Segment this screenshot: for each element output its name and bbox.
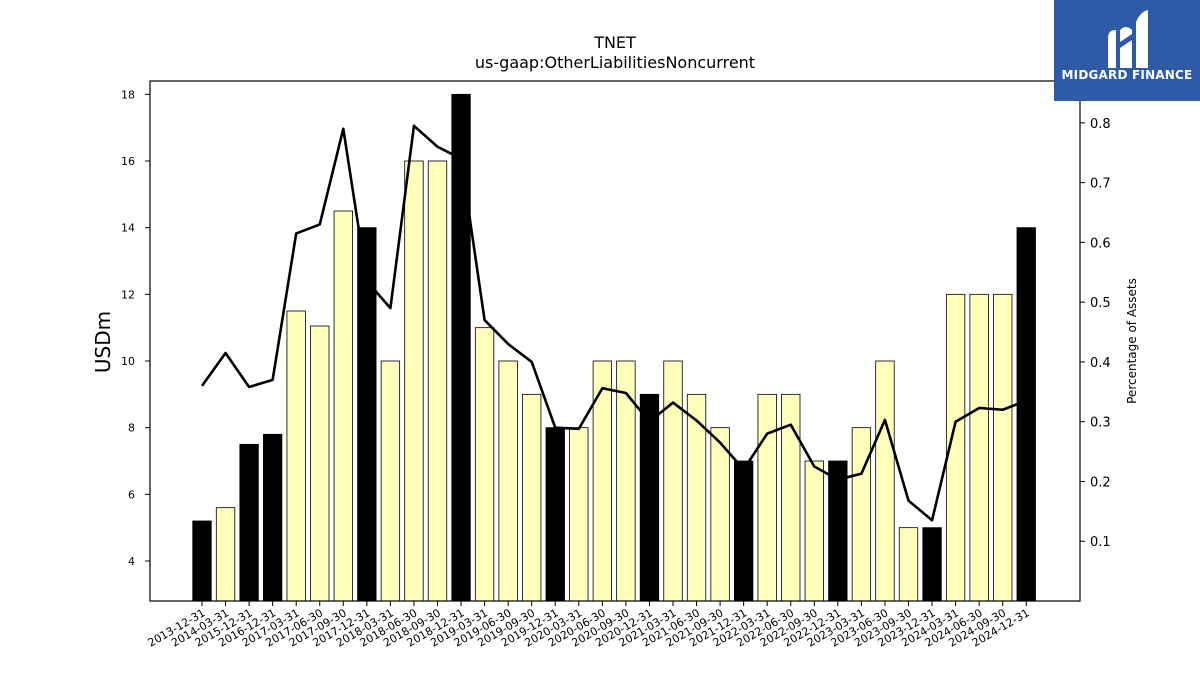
bar-2021-03-31 [663,360,683,602]
bar-2022-03-31 [757,393,777,602]
y2-tick-label: 0.4 [1090,356,1111,371]
midgard-finance-logo: MIDGARD FINANCE [1054,0,1200,101]
bar-2013-12-31 [192,520,212,602]
y-tick-label: 8 [128,422,135,435]
chart-title: TNET [593,33,636,52]
bar-2016-12-31 [262,433,283,602]
bar-2020-09-30 [616,360,636,602]
y2-tick-label: 0.3 [1090,416,1111,431]
bar-2020-12-31 [639,393,660,602]
y-tick-label: 18 [121,88,135,101]
y-tick-label: 6 [128,488,135,501]
bar-2019-03-31 [474,327,495,602]
bar-2022-09-30 [804,460,824,602]
bar-2018-06-30 [404,160,424,602]
y-tick-label: 12 [121,288,135,301]
bar-2018-03-31 [380,360,401,602]
plot-frame [149,80,1081,602]
y2-tick-label: 0.7 [1090,177,1111,192]
y-tick-label: 10 [121,355,135,368]
midgard-logo-icon [1108,10,1148,68]
bar-2017-09-30 [333,210,353,602]
bar-2019-12-31 [545,427,565,602]
bar-2024-06-30 [969,293,989,602]
y-tick-label: 16 [121,155,135,168]
bar-2023-03-31 [851,427,872,602]
y-tick-label: 4 [128,555,135,568]
bar-2019-06-30 [498,360,518,602]
bar-2018-09-30 [427,160,448,602]
chart-subtitle: us-gaap:OtherLiabilitiesNoncurrent [475,53,755,72]
bar-2023-06-30 [875,360,895,602]
y2-tick-label: 0.6 [1090,236,1111,251]
bar-2024-09-30 [993,293,1013,602]
y2-tick-label: 0.8 [1090,117,1111,132]
bar-2019-09-30 [522,393,542,602]
y-axis-label: USDm [91,311,115,373]
bar-2022-12-31 [828,460,848,602]
bar-2017-12-31 [357,227,377,602]
bar-2014-03-31 [215,507,236,602]
y-tick-label: 14 [121,222,135,235]
bar-2021-09-30 [710,427,730,602]
bar-2020-03-31 [569,427,589,602]
bar-2023-12-31 [922,527,942,602]
y2-axis-label: Percentage of Assets [1125,278,1139,404]
logo-text: MIDGARD FINANCE [1061,68,1193,82]
bar-2023-09-30 [898,527,919,602]
y2-tick-label: 0.1 [1090,535,1111,550]
bar-2015-12-31 [239,443,259,602]
bar-2024-12-31 [1016,227,1036,602]
bar-2021-12-31 [734,460,754,602]
percentage-line [200,124,1027,522]
bar-2017-03-31 [286,310,306,602]
bar-2018-12-31 [451,93,471,602]
bar-2017-06-30 [310,325,330,602]
y2-tick-label: 0.2 [1090,475,1111,490]
y2-tick-label: 0.5 [1090,296,1111,311]
